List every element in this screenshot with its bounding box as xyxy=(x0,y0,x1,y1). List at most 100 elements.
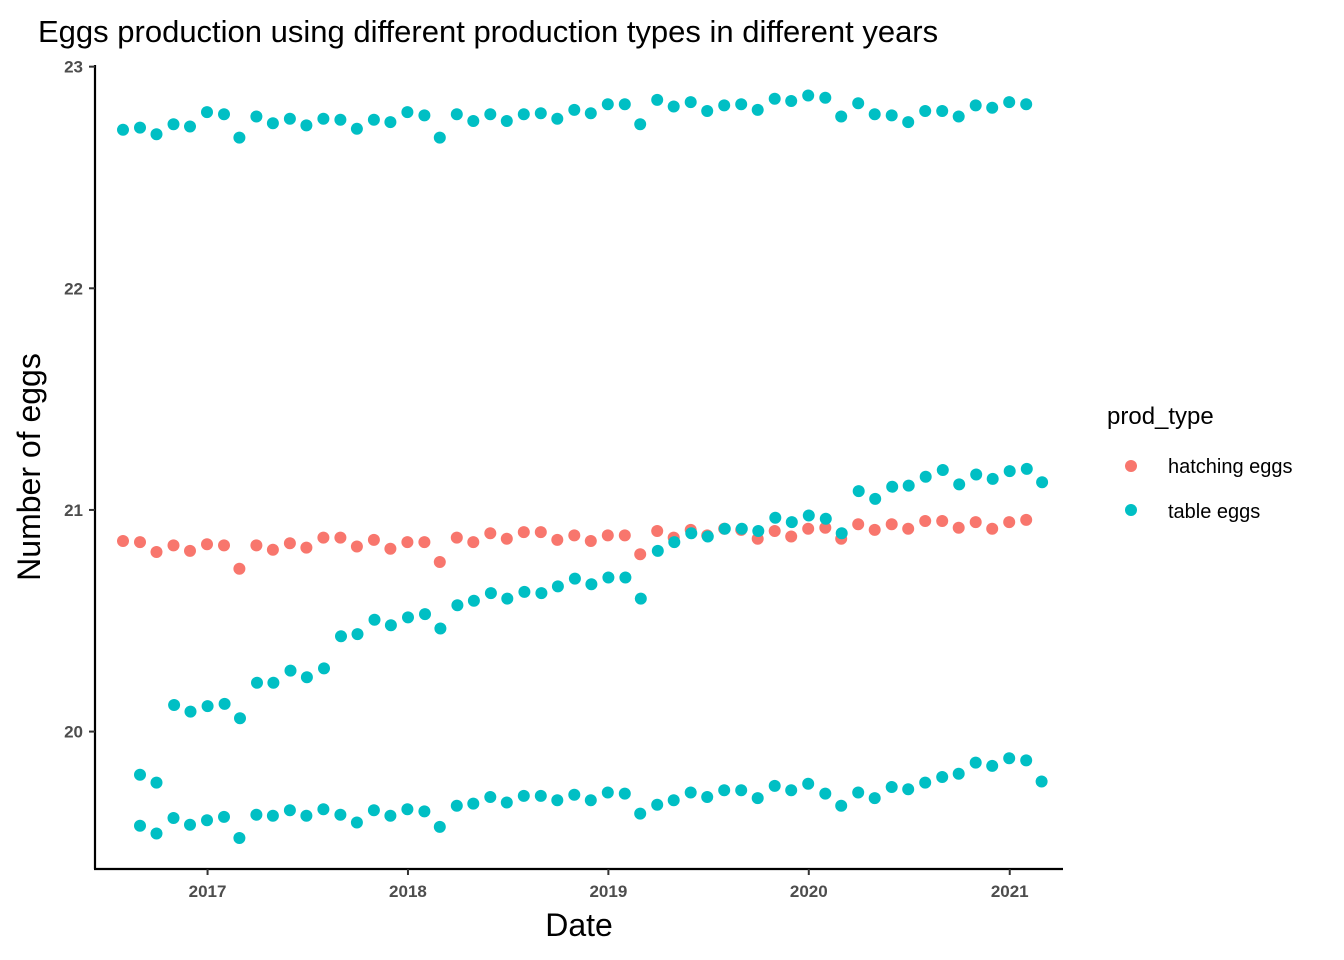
data-point-hatching-eggs xyxy=(218,539,230,552)
data-point-table-eggs xyxy=(300,671,313,684)
data-point-table-eggs xyxy=(785,95,798,107)
data-point-table-eggs xyxy=(919,776,932,789)
data-point-table-eggs xyxy=(551,794,564,807)
data-point-hatching-eggs xyxy=(785,530,798,543)
y-tick-label: 20 xyxy=(64,723,83,742)
data-point-table-eggs xyxy=(986,101,999,114)
data-point-table-eggs xyxy=(250,110,263,123)
data-point-hatching-eggs xyxy=(201,538,213,551)
data-point-hatching-eggs xyxy=(250,539,263,552)
data-point-table-eggs xyxy=(201,700,214,713)
data-point-table-eggs xyxy=(651,798,664,811)
data-point-table-eggs xyxy=(433,131,446,144)
data-point-hatching-eggs xyxy=(266,543,279,556)
data-point-hatching-eggs xyxy=(618,529,631,542)
data-point-table-eggs xyxy=(450,108,463,121)
data-point-hatching-eggs xyxy=(1020,513,1033,526)
data-point-hatching-eggs xyxy=(885,518,898,531)
data-point-hatching-eggs xyxy=(936,515,949,527)
data-point-hatching-eggs xyxy=(433,556,446,568)
data-point-table-eggs xyxy=(267,676,280,689)
data-point-hatching-eggs xyxy=(868,523,881,536)
data-point-table-eggs xyxy=(651,544,664,557)
data-point-table-eggs xyxy=(701,791,714,803)
data-point-table-eggs xyxy=(250,808,263,821)
data-point-table-eggs xyxy=(902,479,915,492)
data-point-table-eggs xyxy=(419,608,431,621)
data-point-hatching-eggs xyxy=(484,527,497,540)
data-point-table-eggs xyxy=(1003,96,1016,109)
data-point-hatching-eggs xyxy=(467,536,480,549)
data-point-table-eggs xyxy=(167,118,180,131)
data-point-table-eggs xyxy=(351,628,364,641)
data-point-hatching-eggs xyxy=(283,537,296,550)
data-point-table-eggs xyxy=(969,99,982,112)
data-point-table-eggs xyxy=(886,480,899,493)
data-point-table-eggs xyxy=(819,787,832,800)
data-point-table-eggs xyxy=(619,571,632,584)
data-point-hatching-eggs xyxy=(802,522,815,535)
data-point-table-eggs xyxy=(852,786,865,799)
data-point-table-eggs xyxy=(350,816,363,829)
data-point-table-eggs xyxy=(450,799,463,812)
data-point-table-eggs xyxy=(751,792,764,805)
data-point-hatching-eggs xyxy=(500,532,513,545)
data-point-table-eggs xyxy=(467,115,480,127)
data-points xyxy=(117,89,1049,844)
data-point-table-eggs xyxy=(334,113,347,126)
data-point-hatching-eggs xyxy=(167,539,180,552)
data-point-table-eggs xyxy=(668,536,681,549)
data-point-table-eggs xyxy=(168,699,181,711)
data-point-table-eggs xyxy=(500,115,513,127)
data-point-table-eggs xyxy=(234,712,246,725)
data-point-table-eggs xyxy=(1020,754,1033,767)
data-point-table-eggs xyxy=(634,807,647,820)
data-point-table-eggs xyxy=(418,109,431,122)
y-axis-title: Number of eggs xyxy=(11,353,47,581)
data-point-table-eggs xyxy=(936,771,949,783)
data-point-table-eggs xyxy=(970,468,983,481)
data-point-table-eggs xyxy=(701,105,714,117)
data-point-hatching-eggs xyxy=(150,546,163,558)
data-point-table-eggs xyxy=(568,103,581,116)
data-point-table-eggs xyxy=(218,810,230,823)
data-point-table-eggs xyxy=(835,799,848,812)
data-point-table-eggs xyxy=(467,594,480,607)
data-point-hatching-eggs xyxy=(1003,516,1016,529)
data-point-hatching-eggs xyxy=(117,535,129,547)
data-point-table-eggs xyxy=(401,106,414,119)
data-point-table-eggs xyxy=(768,92,781,105)
data-point-table-eggs xyxy=(701,530,714,543)
data-point-hatching-eggs xyxy=(768,525,781,537)
legend-key-hatching-eggs xyxy=(1125,460,1137,472)
data-point-table-eggs xyxy=(634,118,647,131)
data-point-hatching-eggs xyxy=(350,540,363,553)
data-point-table-eggs xyxy=(367,113,380,126)
data-point-table-eggs xyxy=(167,812,180,824)
data-point-table-eggs xyxy=(266,809,279,822)
data-point-hatching-eggs xyxy=(902,522,915,535)
data-point-table-eggs xyxy=(568,788,581,801)
data-point-table-eggs xyxy=(667,794,680,807)
data-point-table-eggs xyxy=(986,759,999,772)
x-tick-label: 2021 xyxy=(991,882,1029,901)
data-point-table-eggs xyxy=(551,580,564,593)
data-point-table-eggs xyxy=(201,106,213,119)
data-point-table-eggs xyxy=(484,108,497,121)
data-point-table-eggs xyxy=(535,587,548,600)
x-tick-label: 2017 xyxy=(189,882,227,901)
data-point-table-eggs xyxy=(869,492,882,505)
data-point-table-eggs xyxy=(952,110,965,123)
data-point-table-eggs xyxy=(284,664,297,677)
data-point-table-eggs xyxy=(936,105,949,117)
data-point-table-eggs xyxy=(802,509,815,522)
data-point-table-eggs xyxy=(684,786,697,799)
data-point-table-eggs xyxy=(785,516,798,529)
data-point-table-eggs xyxy=(266,117,279,130)
data-point-table-eggs xyxy=(134,121,146,134)
y-tick-label: 21 xyxy=(64,501,83,520)
data-point-hatching-eggs xyxy=(517,526,530,539)
data-point-table-eggs xyxy=(150,128,163,141)
data-point-hatching-eggs xyxy=(384,542,397,555)
